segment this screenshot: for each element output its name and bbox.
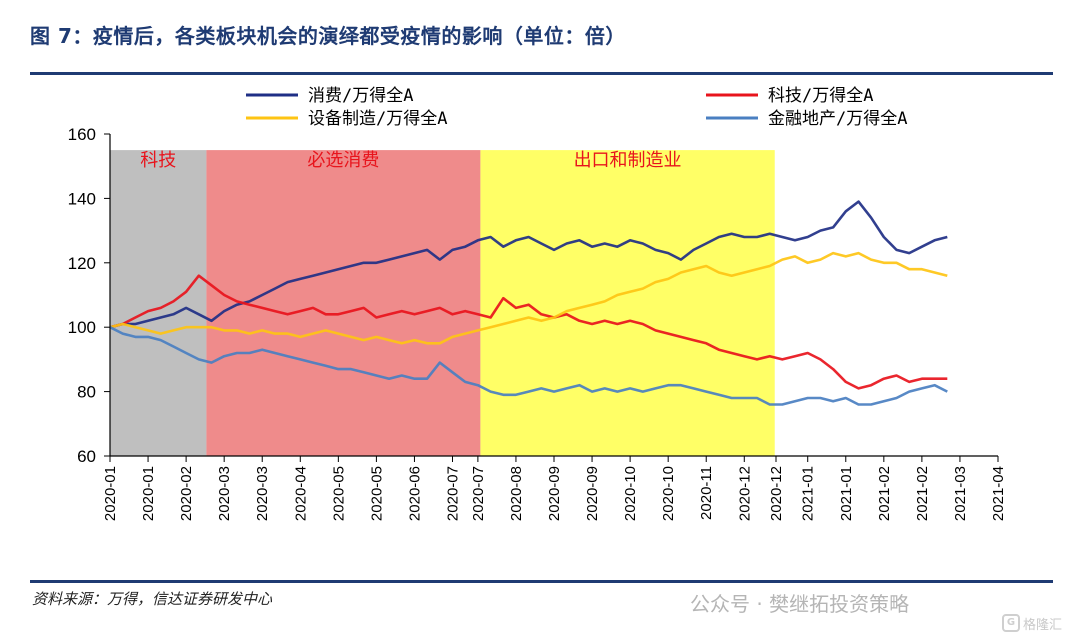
x-tick-label: 2020-08 [508, 466, 525, 521]
source-note: 资料来源：万得，信达证券研发中心 [32, 590, 273, 608]
line-chart: 科技 必选消费 出口和制造业 60 80 100 120 140 160 2020-01 2020… [68, 86, 1007, 521]
x-tick-label: 2021-03 [952, 466, 969, 521]
legend-label-1: 科技/万得全A [768, 86, 873, 106]
x-tick-label: 2021-01 [838, 466, 855, 521]
region-band-2 [480, 150, 775, 456]
y-tick-label: 160 [68, 125, 96, 144]
y-tick-label: 100 [68, 318, 96, 337]
x-tick-label: 2020-11 [698, 466, 715, 520]
x-tick-label: 2020-07 [445, 466, 462, 521]
figure-title: 图 7：疫情后，各类板块机会的演绎都受疫情的影响（单位：倍） [30, 24, 626, 48]
region-band-1 [206, 150, 481, 456]
x-tick-label: 2020-12 [736, 466, 753, 521]
x-tick-label: 2021-04 [990, 466, 1007, 521]
region-label-1: 必选消费 [307, 150, 379, 171]
region-band-0 [110, 150, 207, 456]
x-tick-label: 2020-01 [140, 466, 157, 521]
series-line-0 [109, 200, 948, 329]
logo: G 格隆汇 [1002, 612, 1074, 634]
x-tick-label: 2020-12 [768, 466, 785, 521]
legend-label-2: 设备制造/万得全A [308, 109, 447, 129]
legend: 消费/万得全A 科技/万得全A 设备制造/万得全A 金融地产/万得全A [246, 86, 907, 129]
series-lines [109, 200, 948, 406]
x-tick-label: 2020-06 [406, 466, 423, 521]
x-tick-label: 2021-02 [876, 466, 893, 521]
series-line-3 [109, 326, 948, 406]
x-tick-label: 2020-10 [622, 466, 639, 521]
footer-rule [30, 580, 1053, 583]
logo-icon: G [1002, 614, 1020, 632]
watermark-text: 公众号 · 樊继拓投资策略 [690, 592, 910, 616]
y-tick-label: 120 [68, 254, 96, 273]
title-rule [30, 72, 1053, 75]
x-tick-label: 2020-02 [178, 466, 195, 521]
x-tick-label: 2020-09 [546, 466, 563, 521]
x-tick-label: 2020-03 [216, 466, 233, 521]
y-tick-label: 60 [77, 447, 96, 466]
highlight-regions: 科技 必选消费 出口和制造业 [110, 150, 775, 456]
x-tick-label: 2020-09 [584, 466, 601, 521]
x-tick-label: 2021-02 [914, 466, 931, 521]
x-tick-label: 2020-04 [292, 466, 309, 521]
x-tick-label: 2020-05 [330, 466, 347, 521]
axes: 60 80 100 120 140 160 2020-01 2020-01 2020-02 202… [68, 125, 1007, 521]
region-label-0: 科技 [140, 150, 176, 171]
series-line-2 [109, 251, 948, 345]
x-tick-label: 2021-01 [800, 466, 817, 521]
legend-label-0: 消费/万得全A [308, 86, 413, 106]
legend-label-3: 金融地产/万得全A [768, 109, 907, 129]
x-tick-label: 2020-05 [368, 466, 385, 521]
x-tick-label: 2020-10 [660, 466, 677, 521]
x-tick-label: 2020-03 [254, 466, 271, 521]
y-tick-label: 80 [77, 383, 96, 402]
region-label-2: 出口和制造业 [574, 150, 682, 171]
logo-text: 格隆汇 [1023, 617, 1063, 633]
series-line-1 [109, 274, 948, 390]
x-tick-label: 2020-07 [470, 466, 487, 521]
y-tick-label: 140 [68, 189, 96, 208]
x-tick-label: 2020-01 [102, 466, 119, 521]
